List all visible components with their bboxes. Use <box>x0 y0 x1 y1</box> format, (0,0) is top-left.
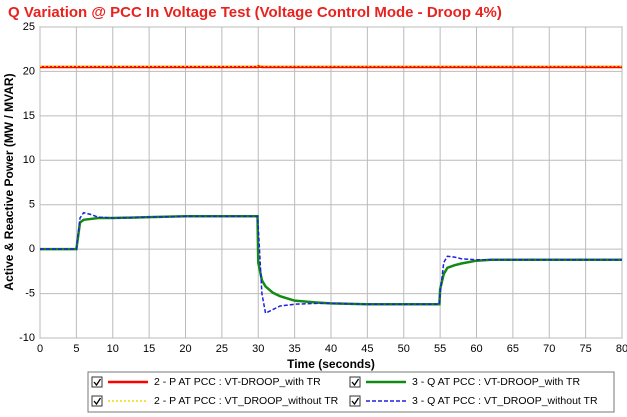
legend-check <box>351 397 360 406</box>
y-axis-title: Active & Reactive Power (MW / MVAR) <box>2 73 16 290</box>
series-line <box>40 215 622 306</box>
x-tick-label: 5 <box>73 343 79 355</box>
chart-title: Q Variation @ PCC In Voltage Test (Volta… <box>8 4 502 21</box>
x-tick-label: 40 <box>325 343 337 355</box>
x-tick-label: 25 <box>216 343 228 355</box>
legend-checkbox[interactable] <box>91 376 103 388</box>
y-tick-label: 10 <box>23 154 35 166</box>
y-tick-label: 0 <box>29 243 35 255</box>
legend-label: 3 - Q AT PCC : VT-DROOP_with TR <box>412 376 580 388</box>
x-tick-label: 75 <box>580 343 592 355</box>
legend-check <box>351 378 360 387</box>
x-tick-label: 15 <box>143 343 155 355</box>
x-tick-label: 50 <box>398 343 410 355</box>
legend-check <box>93 378 102 387</box>
y-tick-label: 20 <box>23 65 35 77</box>
x-tick-label: 20 <box>179 343 191 355</box>
y-tick-label: 15 <box>23 110 35 122</box>
series-line <box>40 211 622 315</box>
y-tick-label: -10 <box>19 332 35 344</box>
x-tick-label: 35 <box>289 343 301 355</box>
x-tick-label: 0 <box>37 343 43 355</box>
y-tick-label: 5 <box>29 199 35 211</box>
series-line <box>40 64 622 69</box>
legend-label: 3 - Q AT PCC : VT_DROOP_without TR <box>412 395 598 407</box>
x-tick-label: 10 <box>107 343 119 355</box>
x-tick-label: 55 <box>434 343 446 355</box>
x-tick-label: 30 <box>252 343 264 355</box>
x-tick-label: 70 <box>543 343 555 355</box>
legend-checkbox[interactable] <box>349 376 361 388</box>
legend-checkbox[interactable] <box>91 395 103 407</box>
legend-label: 2 - P AT PCC : VT_DROOP_without TR <box>154 395 339 407</box>
x-tick-label: 45 <box>361 343 373 355</box>
x-axis-title: Time (seconds) <box>287 357 375 371</box>
series-line <box>40 64 622 67</box>
y-tick-label: 25 <box>23 21 35 33</box>
legend-checkbox[interactable] <box>349 395 361 407</box>
x-tick-label: 80 <box>616 343 627 355</box>
legend-label: 2 - P AT PCC : VT-DROOP_with TR <box>154 376 321 388</box>
y-tick-label: -5 <box>25 287 35 299</box>
legend-check <box>93 397 102 406</box>
x-tick-label: 65 <box>507 343 519 355</box>
x-tick-label: 60 <box>470 343 482 355</box>
